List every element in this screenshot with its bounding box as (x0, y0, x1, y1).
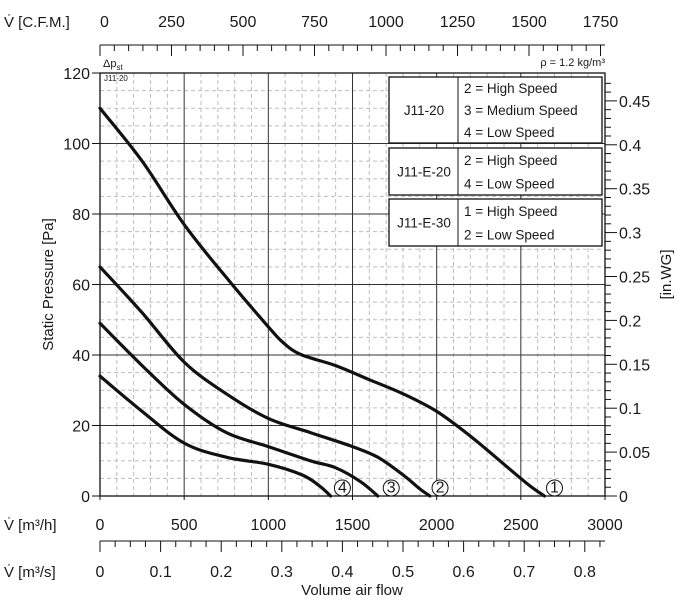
y2-tick-label: 0.05 (619, 445, 650, 462)
marker-number: 1 (550, 480, 559, 497)
m3s-tick-label: 0.6 (452, 564, 474, 581)
marker-number: 2 (436, 480, 445, 497)
m3s-axis: 0 0.1 0.2 0.3 0.4 0.5 0.6 0.7 0.8 V̇ [m³/s] Volume… (4, 541, 605, 599)
delta-p-label: Δpst (103, 58, 123, 72)
y-axis: 0 20 40 60 80 100 120 Static Pressure [Pa] (40, 66, 100, 506)
m3s-tick-label: 0.8 (574, 564, 596, 581)
cfm-tick-label: 750 (301, 14, 328, 31)
y-axis-title: Static Pressure [Pa] (40, 218, 57, 351)
y2-tick-label: 0.1 (619, 401, 641, 418)
x-tick-label: 3000 (587, 517, 623, 534)
y2-tick-label: 0 (619, 489, 628, 506)
legend-line: 2 = High Speed (464, 153, 557, 168)
cfm-tick-label: 500 (230, 14, 257, 31)
y-tick-label: 0 (81, 489, 90, 506)
m3s-tick-label: 0.2 (210, 564, 232, 581)
y2-tick-label: 0.35 (619, 182, 650, 199)
cfm-axis-label: V̇ [C.F.M.] (4, 14, 70, 31)
cfm-tick-label: 1750 (583, 14, 619, 31)
m3s-tick-label: 0.1 (149, 564, 171, 581)
m3s-tick-label: 0 (96, 564, 105, 581)
y2-tick-label: 0.25 (619, 269, 650, 286)
marker-number: 3 (387, 480, 396, 497)
legend-box-j11-20: J11-20 2 = High Speed 3 = Medium Speed 4 = … (389, 77, 602, 143)
y2-tick-label: 0.45 (619, 94, 650, 111)
x-tick-label: 1500 (335, 517, 371, 534)
y2-tick-label: 0.4 (619, 138, 641, 155)
m3s-tick-label: 0.3 (271, 564, 293, 581)
density-label: ρ = 1.2 kg/m³ (540, 57, 605, 69)
curve-end-marker: 2 (432, 480, 448, 497)
x-axis: 0 500 1000 1500 2000 2500 3000 V̇ [m³/h] (4, 496, 623, 534)
y-tick-label: 100 (63, 137, 90, 154)
curve-end-marker: 4 (334, 480, 350, 497)
m3s-axis-label: V̇ [m³/s] (4, 564, 56, 581)
x-tick-label: 1000 (251, 517, 287, 534)
legend-model: J11-E-30 (397, 216, 451, 231)
cfm-tick-label: 250 (158, 14, 185, 31)
curve-end-marker: 1 (547, 480, 563, 497)
curve-end-marker: 3 (383, 480, 399, 497)
legend-line: 4 = Low Speed (464, 176, 554, 191)
cfm-tick-label: 0 (100, 14, 109, 31)
delta-p-subscript: st (116, 63, 123, 72)
y-tick-label: 80 (72, 207, 90, 224)
marker-number: 4 (338, 480, 347, 497)
y2-tick-label: 0.3 (619, 226, 641, 243)
legend-line: 1 = High Speed (464, 204, 557, 219)
legend-line: 3 = Medium Speed (464, 103, 578, 118)
m3s-tick-label: 0.5 (392, 564, 414, 581)
legend-box-j11-e-20: J11-E-20 2 = High Speed 4 = Low Speed (389, 148, 602, 195)
y2-tick-label: 0.2 (619, 313, 641, 330)
x-tick-label: 0 (96, 517, 105, 534)
y-tick-label: 20 (72, 419, 90, 436)
x-tick-label: 2500 (503, 517, 539, 534)
legend-model: J11-20 (404, 103, 444, 118)
cfm-axis: 0 250 500 750 1000 1250 1500 1750 V̇ [C.F.M.] (4, 14, 618, 56)
delta-p-symbol: Δp (103, 58, 116, 70)
cfm-tick-label: 1250 (440, 14, 476, 31)
y2-axis: 0 0.05 0.1 0.15 0.2 0.25 0.3 0.35 0.4 0.45 [in.WG] (605, 83, 675, 506)
y-tick-label: 120 (63, 66, 90, 83)
curve-2 (100, 267, 430, 496)
y-tick-label: 60 (72, 278, 90, 295)
x-axis-unit-label: V̇ [m³/h] (4, 517, 57, 534)
x-tick-label: 2000 (419, 517, 455, 534)
cfm-tick-label: 1500 (511, 14, 547, 31)
x-tick-label: 500 (171, 517, 198, 534)
cfm-tick-label: 1000 (368, 14, 404, 31)
legend-box-j11-e-30: J11-E-30 1 = High Speed 2 = Low Speed (389, 199, 602, 246)
x-axis-title: Volume air flow (301, 582, 403, 599)
legend-line: 4 = Low Speed (464, 125, 554, 140)
corner-model-label: J11-20 (104, 74, 128, 83)
m3s-tick-label: 0.7 (513, 564, 535, 581)
y2-axis-title: [in.WG] (658, 249, 675, 299)
y-tick-label: 40 (72, 348, 90, 365)
legend-model: J11-E-20 (397, 165, 451, 180)
y2-tick-label: 0.15 (619, 357, 650, 374)
m3s-tick-label: 0.4 (331, 564, 353, 581)
legend-line: 2 = High Speed (464, 81, 557, 96)
legend-line: 2 = Low Speed (464, 227, 554, 242)
